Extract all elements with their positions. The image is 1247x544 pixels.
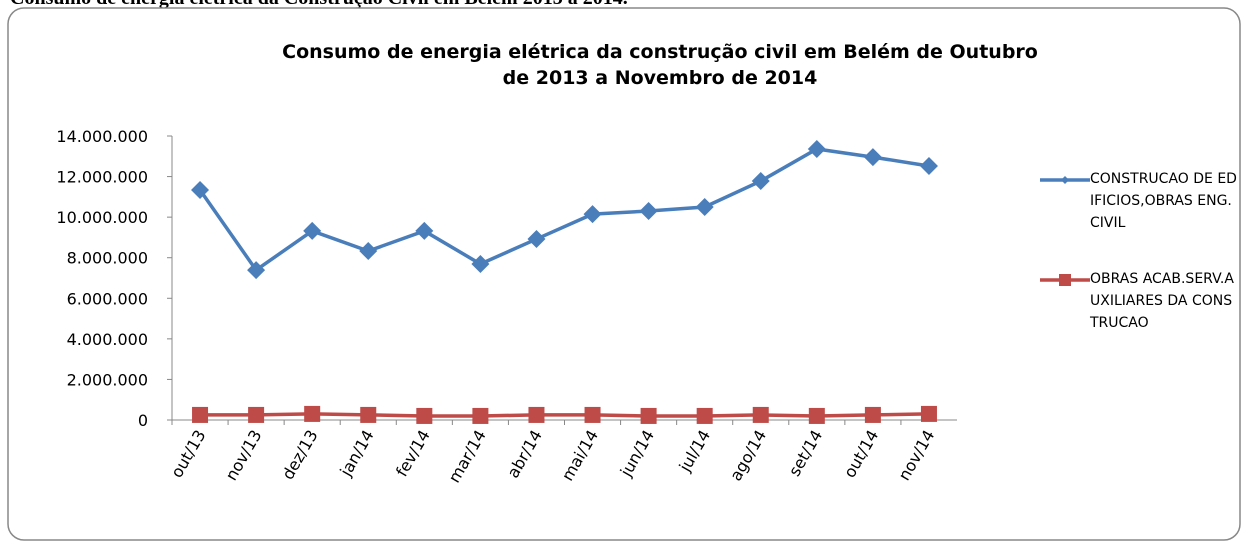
marker — [192, 406, 209, 423]
marker — [752, 406, 769, 423]
marker — [247, 261, 266, 280]
chart-title: Consumo de energia elétrica da construçã… — [282, 41, 1038, 89]
legend-label: OBRAS ACAB.SERV.AUXILIARES DA CONSTRUCAO — [1090, 271, 1234, 331]
y-tick-label: 10.000.000 — [56, 208, 148, 227]
marker — [528, 406, 545, 423]
marker — [191, 180, 210, 199]
series-line — [200, 412, 929, 418]
marker — [304, 405, 321, 422]
marker — [807, 139, 826, 158]
marker — [360, 406, 377, 423]
marker — [864, 406, 881, 423]
marker — [303, 221, 322, 240]
y-tick-label: 4.000.000 — [67, 330, 148, 349]
marker — [471, 255, 490, 274]
marker — [863, 148, 882, 167]
marker — [640, 407, 657, 424]
legend-label: CONSTRUCAO DE EDIFICIOS,OBRAS ENG.CIVIL — [1090, 171, 1237, 231]
caption: Consumo de energia elétrica da Construçã… — [10, 0, 628, 9]
marker — [415, 221, 434, 240]
marker — [639, 202, 658, 221]
y-tick-label: 14.000.000 — [56, 127, 148, 146]
y-tick-label: 12.000.000 — [56, 168, 148, 187]
marker — [695, 198, 714, 216]
marker — [696, 407, 713, 424]
y-tick-label: 2.000.000 — [67, 370, 148, 389]
marker — [919, 157, 938, 176]
y-tick-label: 6.000.000 — [67, 289, 148, 308]
marker — [583, 205, 602, 224]
y-tick-label: 8.000.000 — [67, 249, 148, 268]
y-tick-label: 0 — [138, 411, 148, 430]
marker — [416, 407, 433, 424]
marker — [584, 406, 601, 423]
legend-marker — [1059, 274, 1071, 286]
marker — [751, 172, 770, 191]
marker — [920, 405, 937, 422]
marker — [359, 242, 378, 261]
marker — [248, 406, 265, 423]
series-line — [198, 147, 930, 273]
legend-marker — [1061, 176, 1069, 184]
marker — [527, 230, 546, 249]
marker — [472, 407, 489, 424]
marker — [808, 407, 825, 424]
